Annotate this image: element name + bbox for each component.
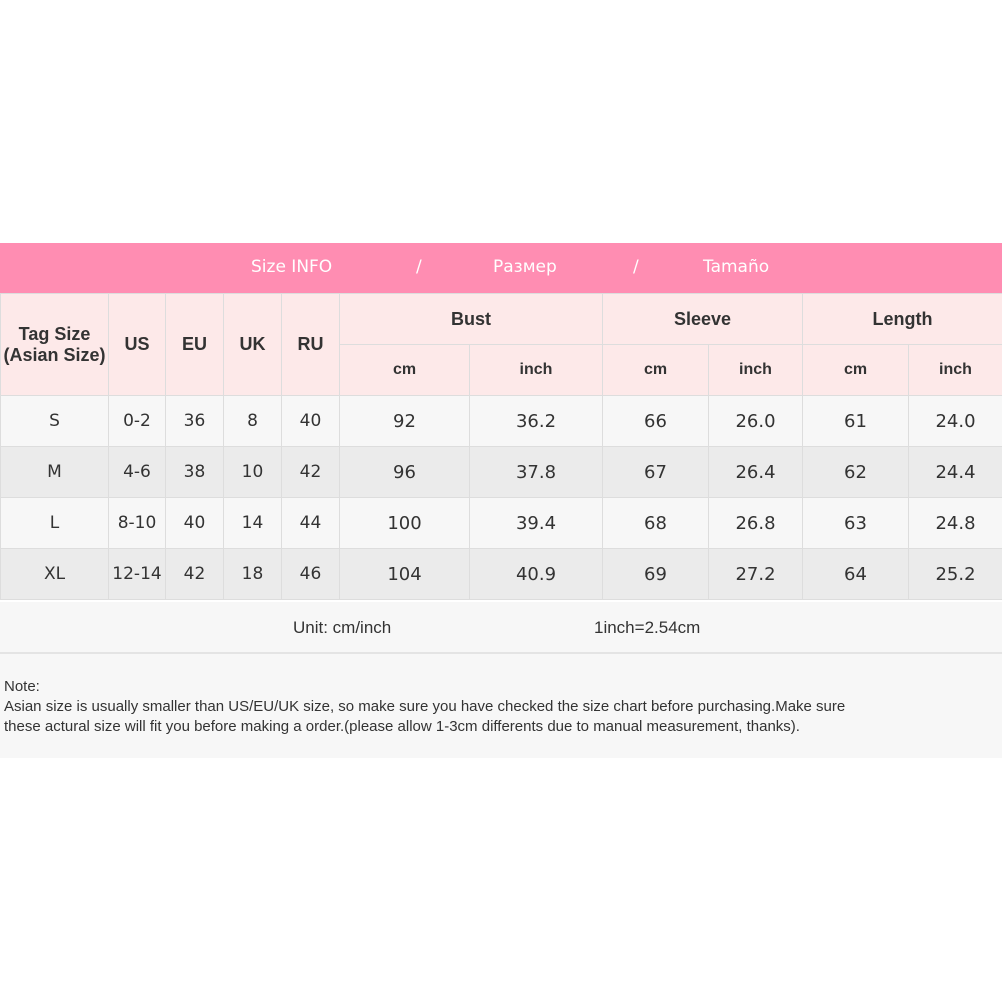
table-cell: M: [0, 446, 109, 498]
table-cell: 18: [223, 548, 282, 600]
note-line-2: these actural size will fit you before m…: [4, 718, 800, 735]
table-cell: 25.2: [908, 548, 1002, 600]
table-cell: 14: [223, 497, 282, 549]
table-cell: 24.8: [908, 497, 1002, 549]
table-row: L 8-10 40 14 44 100 39.4 68 26.8 63 24.8: [0, 497, 1002, 549]
header-asian-size-label: (Asian Size): [3, 344, 106, 365]
header-length: Length: [802, 293, 1002, 345]
table-cell: 12-14: [108, 548, 166, 600]
table-cell: 64: [802, 548, 909, 600]
table-cell: 0-2: [108, 395, 166, 447]
header-bust: Bust: [339, 293, 603, 345]
header-ru: RU: [281, 293, 340, 396]
note-title: Note:: [4, 678, 40, 695]
header-tag-size-label: Tag Size: [18, 323, 91, 344]
table-row: M 4-6 38 10 42 96 37.8 67 26.4 62 24.4: [0, 446, 1002, 498]
size-table: Tag Size (Asian Size) US EU UK RU Bust Sl…: [0, 293, 1002, 600]
table-cell: 10: [223, 446, 282, 498]
table-cell: L: [0, 497, 109, 549]
table-cell: S: [0, 395, 109, 447]
table-cell: 26.4: [708, 446, 803, 498]
header-tag-size: Tag Size (Asian Size): [0, 293, 109, 396]
unit-conversion: 1inch=2.54cm: [594, 618, 701, 637]
note-line-1: Asian size is usually smaller than US/EU…: [4, 698, 846, 715]
table-cell: 36.2: [469, 395, 603, 447]
table-cell: 100: [339, 497, 470, 549]
header-sleeve: Sleeve: [602, 293, 803, 345]
header-sleeve-cm: cm: [602, 344, 709, 396]
table-cell: 36: [165, 395, 224, 447]
header-bust-cm: cm: [339, 344, 470, 396]
header-bust-inch: inch: [469, 344, 603, 396]
table-cell: 26.8: [708, 497, 803, 549]
table-cell: 42: [165, 548, 224, 600]
table-cell: 38: [165, 446, 224, 498]
table-cell: 40.9: [469, 548, 603, 600]
table-cell: 40: [165, 497, 224, 549]
table-cell: 69: [602, 548, 709, 600]
table-cell: 61: [802, 395, 909, 447]
table-cell: 8-10: [108, 497, 166, 549]
unit-label: Unit: cm/inch: [293, 618, 392, 637]
table-cell: 62: [802, 446, 909, 498]
banner-title-en: Size INFO: [251, 257, 333, 277]
table-cell: 37.8: [469, 446, 603, 498]
table-cell: XL: [0, 548, 109, 600]
table-cell: 67: [602, 446, 709, 498]
header-length-cm: cm: [802, 344, 909, 396]
note-section: Note: Asian size is usually smaller than…: [0, 654, 1002, 758]
table-cell: 8: [223, 395, 282, 447]
table-cell: 44: [281, 497, 340, 549]
table-cell: 46: [281, 548, 340, 600]
table-cell: 4-6: [108, 446, 166, 498]
table-cell: 24.0: [908, 395, 1002, 447]
header-length-inch: inch: [908, 344, 1002, 396]
header-us: US: [108, 293, 166, 396]
banner-title-es: Tamaño: [703, 257, 770, 277]
table-cell: 26.0: [708, 395, 803, 447]
header-uk: UK: [223, 293, 282, 396]
table-cell: 96: [339, 446, 470, 498]
table-cell: 39.4: [469, 497, 603, 549]
banner-separator: /: [633, 257, 639, 277]
table-cell: 24.4: [908, 446, 1002, 498]
size-info-banner: Size INFO / Размер / Tamaño: [0, 243, 1002, 293]
unit-row: Unit: cm/inch 1inch=2.54cm: [0, 602, 1002, 654]
table-cell: 92: [339, 395, 470, 447]
table-cell: 66: [602, 395, 709, 447]
table-cell: 104: [339, 548, 470, 600]
table-row: XL 12-14 42 18 46 104 40.9 69 27.2 64 25.2: [0, 548, 1002, 600]
table-row: S 0-2 36 8 40 92 36.2 66 26.0 61 24.0: [0, 395, 1002, 447]
header-eu: EU: [165, 293, 224, 396]
table-cell: 42: [281, 446, 340, 498]
banner-separator: /: [416, 257, 422, 277]
banner-title-ru: Размер: [493, 257, 557, 277]
table-cell: 68: [602, 497, 709, 549]
table-cell: 27.2: [708, 548, 803, 600]
table-cell: 40: [281, 395, 340, 447]
header-sleeve-inch: inch: [708, 344, 803, 396]
table-cell: 63: [802, 497, 909, 549]
